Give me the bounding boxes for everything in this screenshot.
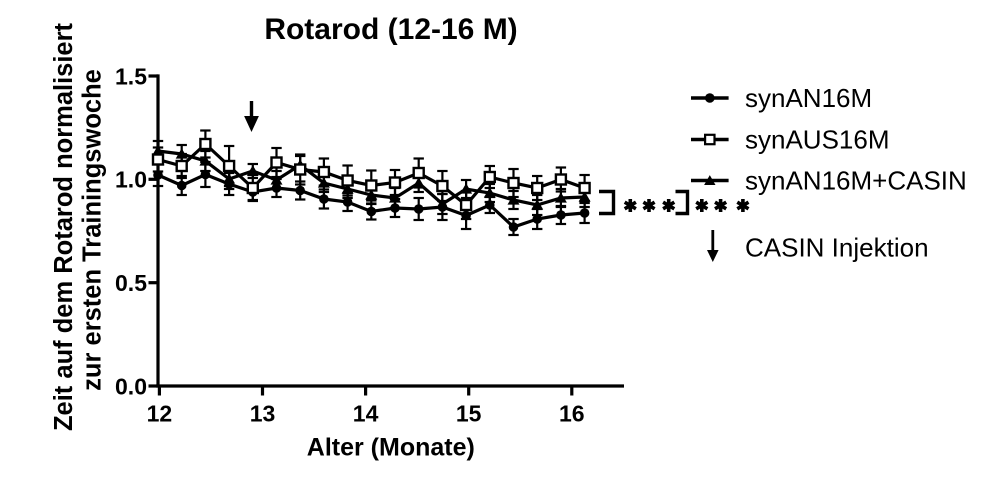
svg-text:Rotarod (12-16 M): Rotarod (12-16 M): [264, 13, 517, 46]
svg-text:16: 16: [559, 401, 585, 427]
svg-text:1.5: 1.5: [115, 63, 147, 89]
svg-text:Zeit auf dem Rotarod normalisi: Zeit auf dem Rotarod normalisiert: [50, 22, 78, 431]
svg-text:synAN16M: synAN16M: [745, 83, 872, 113]
svg-text:1.0: 1.0: [115, 167, 147, 193]
svg-text:15: 15: [456, 401, 482, 427]
svg-text:12: 12: [147, 401, 173, 427]
svg-text:synAN16M+CASIN: synAN16M+CASIN: [745, 166, 967, 196]
svg-text:0.0: 0.0: [115, 373, 147, 399]
svg-text:Alter (Monate): Alter (Monate): [307, 433, 475, 461]
svg-text:CASIN Injektion: CASIN Injektion: [745, 233, 929, 263]
svg-text:0.5: 0.5: [115, 270, 147, 296]
svg-text:14: 14: [353, 401, 379, 427]
svg-text:synAUS16M: synAUS16M: [745, 125, 890, 155]
svg-text:zur ersten Trainingswoche: zur ersten Trainingswoche: [79, 69, 107, 391]
svg-text:13: 13: [250, 401, 276, 427]
